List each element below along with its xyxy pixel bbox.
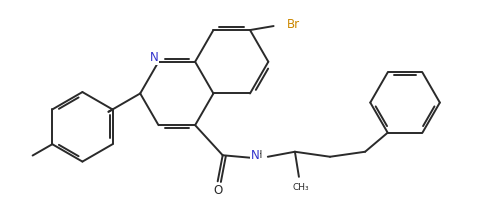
Text: Br: Br: [287, 18, 300, 31]
Text: O: O: [213, 184, 222, 197]
Text: H: H: [255, 150, 262, 160]
Text: CH₃: CH₃: [293, 183, 309, 192]
Text: N: N: [150, 51, 159, 64]
Text: N: N: [250, 149, 259, 162]
